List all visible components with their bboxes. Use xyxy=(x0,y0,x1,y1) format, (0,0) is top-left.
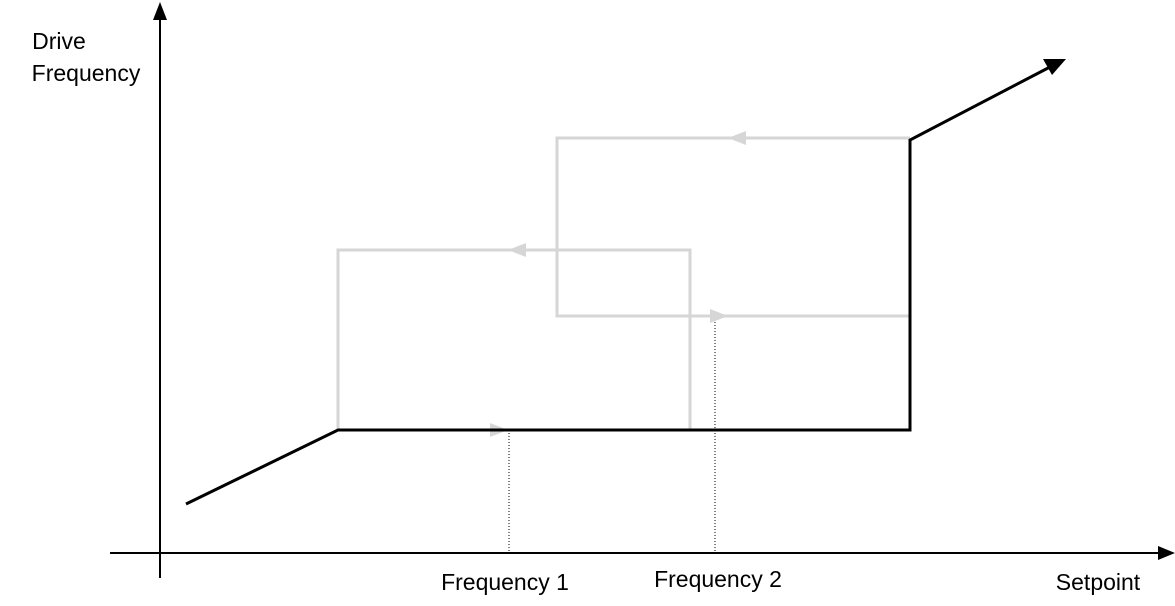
loop-2-outline xyxy=(555,136,910,318)
active-path-line xyxy=(185,65,1051,506)
x-axis-label: Setpoint xyxy=(1056,569,1141,595)
x-axis-arrowhead xyxy=(1158,546,1175,560)
frequency-2-label: Frequency 2 xyxy=(654,566,782,592)
x-axis xyxy=(110,546,1175,560)
loop-2-right-arrow xyxy=(710,309,728,323)
y-axis xyxy=(153,2,167,578)
frequency-1-label: Frequency 1 xyxy=(441,569,569,595)
y-axis-label-line2: Frequency xyxy=(32,60,141,86)
y-axis-arrowhead xyxy=(153,2,167,20)
hysteresis-loop-1 xyxy=(336,243,692,437)
y-axis-label-line1: Drive xyxy=(32,28,86,54)
hysteresis-loop-2 xyxy=(555,131,910,323)
loop-2-left-arrow xyxy=(728,131,746,145)
active-path-arrowhead xyxy=(1043,59,1066,75)
active-frequency-path xyxy=(185,59,1066,506)
loop-1-left-arrow xyxy=(508,243,526,257)
loop-1-outline xyxy=(336,248,692,430)
